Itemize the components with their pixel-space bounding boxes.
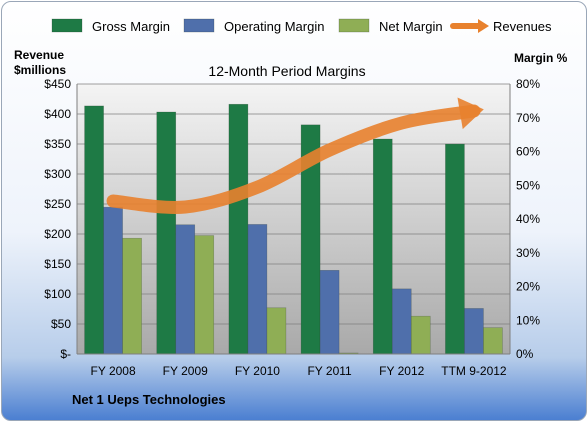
left-tick-label: $350 [44, 137, 71, 151]
company-name: Net 1 Ueps Technologies [72, 392, 226, 407]
bar-net-margin [194, 235, 215, 355]
right-tick-label: 30% [516, 246, 540, 260]
bar-operating-margin [103, 206, 123, 355]
right-tick-label: 70% [516, 111, 540, 125]
left-tick-label: $250 [44, 197, 71, 211]
x-tick-label: FY 2008 [91, 364, 136, 378]
plot-area [77, 84, 510, 354]
x-tick-label: TTM 9-2012 [441, 364, 507, 378]
legend-arrowhead [478, 19, 489, 33]
revenues-line [106, 104, 481, 214]
bar-gross-margin [84, 105, 104, 355]
x-tick-label: FY 2010 [235, 364, 280, 378]
left-tick-label: $200 [44, 227, 71, 241]
left-tick-label: $50 [51, 317, 71, 331]
bar-gross-margin [228, 103, 249, 355]
legend-swatch [183, 18, 215, 33]
legend-label: Revenues [493, 19, 552, 34]
bar-gross-margin [445, 143, 465, 355]
right-tick-label: 20% [516, 280, 540, 294]
left-tick-label: $400 [44, 107, 71, 121]
revenues-arrowhead [457, 97, 484, 130]
right-axis-label: Margin % [514, 51, 568, 65]
right-tick-label: 10% [516, 313, 540, 327]
right-tick-label: 0% [516, 347, 534, 361]
bar-gross-margin [156, 111, 177, 355]
left-axis-label-line2: $millions [14, 63, 66, 77]
left-tick-label: $- [60, 347, 71, 361]
legend-label: Net Margin [379, 19, 443, 34]
left-tick-label: $450 [44, 77, 71, 91]
x-tick-label: FY 2009 [163, 364, 208, 378]
bar-operating-margin [391, 288, 412, 355]
left-tick-label: $150 [44, 257, 71, 271]
bar-net-margin [266, 307, 287, 355]
left-tick-label: $300 [44, 167, 71, 181]
bar-net-margin [483, 327, 503, 355]
bar-gross-margin [372, 138, 393, 355]
left-axis-label-line1: Revenue [14, 48, 64, 62]
right-tick-label: 60% [516, 145, 540, 159]
legend-swatch [51, 18, 83, 33]
x-tick-label: FY 2012 [379, 364, 424, 378]
bar-net-margin [122, 237, 142, 355]
bar-operating-margin [247, 224, 268, 355]
bar-operating-margin [175, 224, 196, 355]
legend-swatch [338, 18, 370, 33]
chart-title: 12-Month Period Margins [208, 63, 365, 79]
right-tick-label: 80% [516, 77, 540, 91]
right-tick-label: 50% [516, 178, 540, 192]
legend-label: Gross Margin [92, 19, 170, 34]
legend-label: Operating Margin [224, 19, 324, 34]
bar-net-margin [410, 315, 431, 355]
right-tick-label: 40% [516, 212, 540, 226]
bar-operating-margin [319, 269, 340, 355]
bar-operating-margin [464, 308, 484, 355]
left-tick-label: $100 [44, 287, 71, 301]
x-tick-label: FY 2011 [307, 364, 352, 378]
